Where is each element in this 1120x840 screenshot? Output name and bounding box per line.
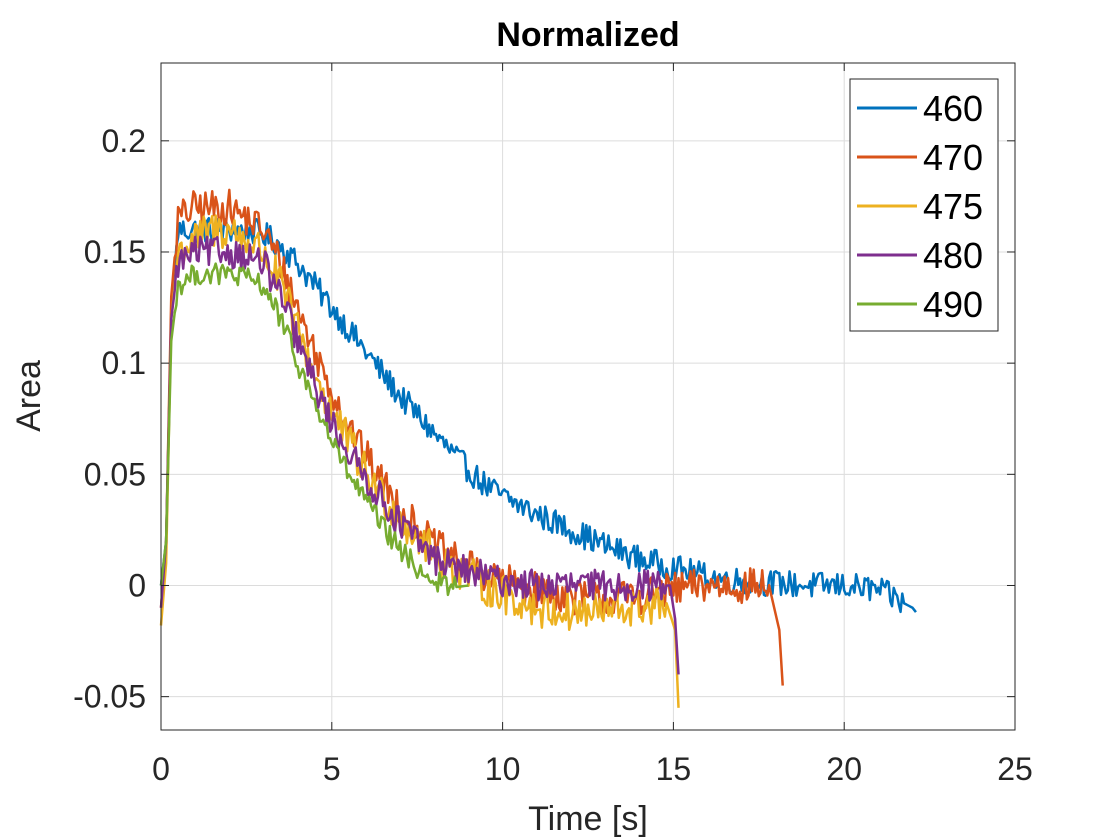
legend-label: 470 (923, 137, 983, 178)
ticks (160, 63, 1016, 730)
y-tick-label: 0.2 (102, 123, 146, 159)
legend-label: 460 (923, 88, 983, 129)
x-tick-label: 0 (152, 751, 170, 787)
x-tick-label: 5 (323, 751, 341, 787)
series-line-480 (159, 235, 680, 675)
axes-box (160, 62, 1016, 731)
legend: 460 470 475 480 490 (849, 78, 999, 332)
x-tick-label: 10 (485, 751, 521, 787)
x-tick-label: 20 (826, 751, 862, 787)
x-tick-label: 25 (997, 751, 1033, 787)
legend-label: 480 (923, 235, 983, 276)
x-tick-label: 15 (656, 751, 692, 787)
y-tick-label: -0.05 (73, 679, 146, 715)
chart-title: Normalized (496, 16, 679, 54)
y-tick-label: 0.15 (84, 234, 146, 270)
series-line-490 (159, 262, 469, 597)
series-line-470 (159, 188, 784, 686)
y-tick-label: 0.05 (84, 456, 146, 492)
x-axis-label: Time [s] (528, 800, 648, 838)
y-axis-label: Area (10, 360, 48, 432)
series-group (159, 188, 917, 708)
y-tick-label: 0 (128, 567, 146, 603)
series-line-460 (159, 216, 917, 614)
legend-label: 490 (923, 284, 983, 325)
legend-label: 475 (923, 186, 983, 227)
y-tick-label: 0.1 (102, 345, 146, 381)
